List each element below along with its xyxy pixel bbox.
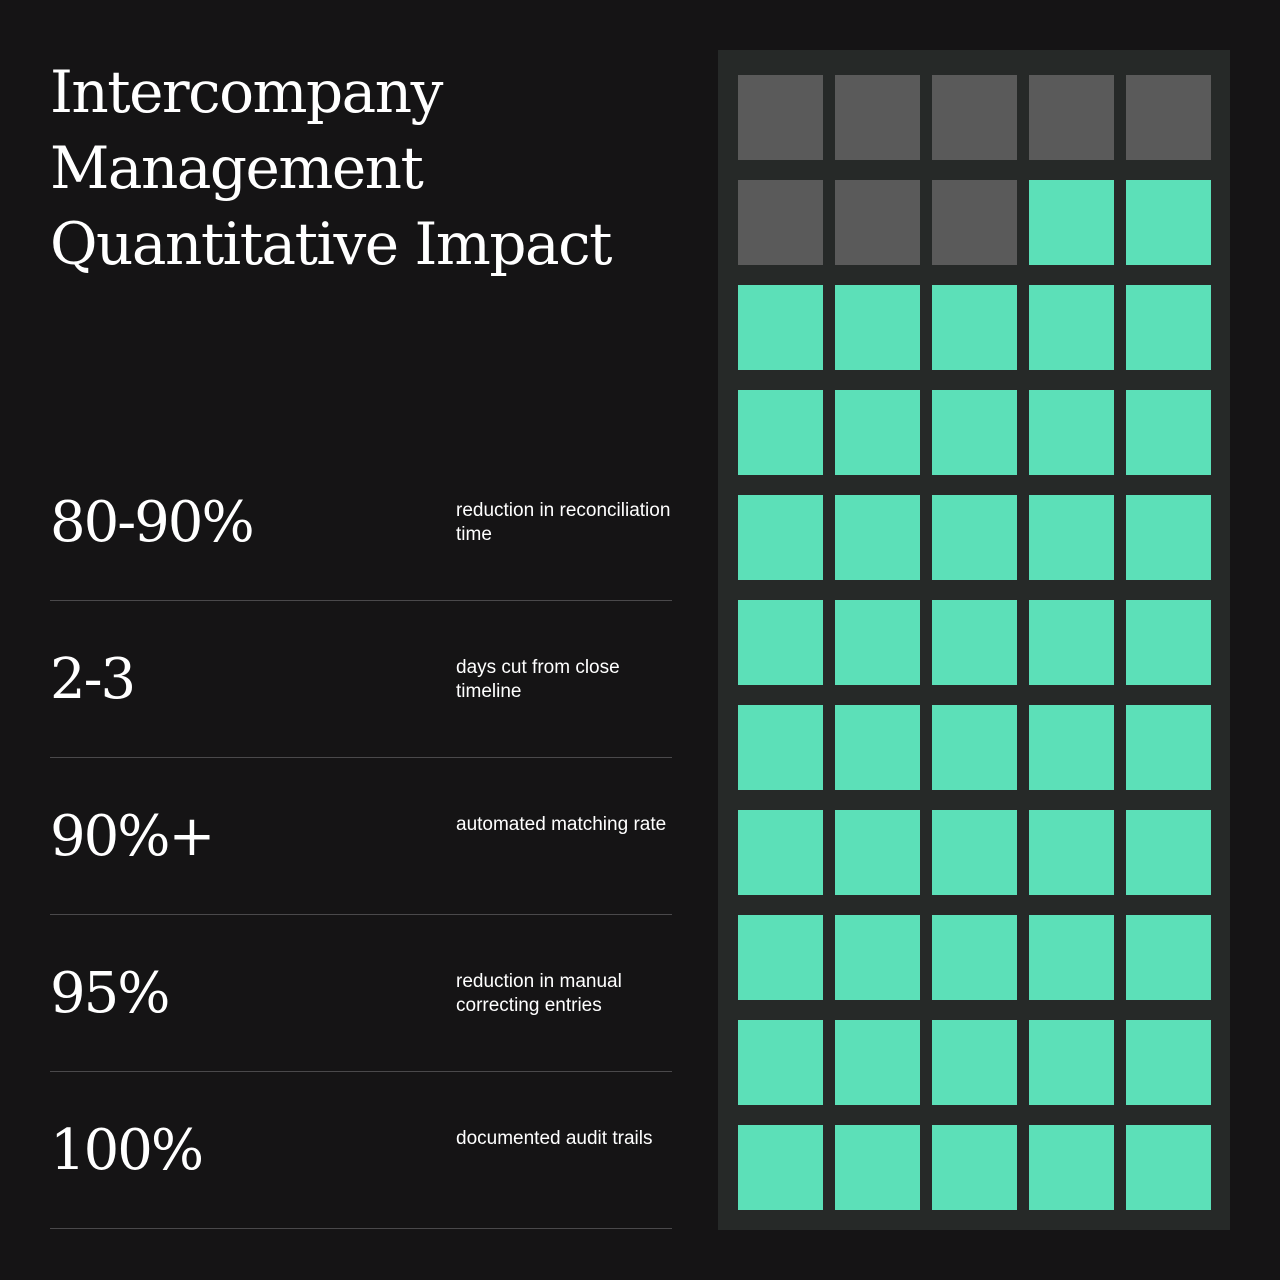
waffle-cell-base bbox=[835, 180, 920, 265]
title-line-2: Management bbox=[50, 134, 424, 202]
waffle-cell-highlighted bbox=[1126, 285, 1211, 370]
stat-description: days cut from close timeline bbox=[456, 657, 620, 702]
waffle-cell-highlighted bbox=[932, 1125, 1017, 1210]
title-line-3: Quantitative Impact bbox=[50, 210, 612, 278]
stat-value: 90%+ bbox=[50, 804, 215, 869]
waffle-cell-highlighted bbox=[835, 915, 920, 1000]
stat-row: 100% documented audit trails bbox=[50, 1072, 672, 1229]
stat-description: documented audit trails bbox=[456, 1128, 653, 1149]
waffle-cell-base bbox=[1126, 75, 1211, 160]
waffle-cell-base bbox=[1029, 75, 1114, 160]
waffle-cell-highlighted bbox=[932, 810, 1017, 895]
waffle-cell-base bbox=[932, 180, 1017, 265]
waffle-cell-highlighted bbox=[1029, 705, 1114, 790]
stat-row: 95% reduction in manual correcting entri… bbox=[50, 915, 672, 1072]
stat-row: 80-90% reduction in reconciliation time bbox=[50, 444, 672, 601]
waffle-cell-highlighted bbox=[1029, 1125, 1114, 1210]
waffle-cell-base bbox=[738, 180, 823, 265]
waffle-cell-highlighted bbox=[1029, 810, 1114, 895]
waffle-cell-base bbox=[835, 75, 920, 160]
stat-row: 90%+ automated matching rate bbox=[50, 758, 672, 915]
waffle-cell-highlighted bbox=[738, 1020, 823, 1105]
page-title: Intercompany Management Quantitative Imp… bbox=[50, 54, 690, 282]
title-line-1: Intercompany bbox=[50, 58, 443, 126]
waffle-cell-highlighted bbox=[835, 705, 920, 790]
stat-value: 100% bbox=[50, 1118, 204, 1183]
waffle-cell-highlighted bbox=[835, 1020, 920, 1105]
waffle-cell-highlighted bbox=[835, 810, 920, 895]
waffle-grid-panel bbox=[718, 50, 1230, 1230]
waffle-cell-highlighted bbox=[1126, 1020, 1211, 1105]
stat-row: 2-3 days cut from close timeline bbox=[50, 601, 672, 758]
waffle-cell-highlighted bbox=[932, 495, 1017, 580]
waffle-cell-highlighted bbox=[738, 390, 823, 475]
waffle-cell-highlighted bbox=[1029, 915, 1114, 1000]
waffle-cell-highlighted bbox=[1126, 390, 1211, 475]
waffle-cell-highlighted bbox=[1029, 1020, 1114, 1105]
waffle-cell-highlighted bbox=[738, 810, 823, 895]
waffle-cell-highlighted bbox=[932, 915, 1017, 1000]
waffle-grid bbox=[738, 75, 1211, 1210]
stat-description: reduction in manual correcting entries bbox=[456, 971, 622, 1016]
waffle-cell-highlighted bbox=[835, 1125, 920, 1210]
stat-value: 80-90% bbox=[50, 490, 255, 555]
waffle-cell-highlighted bbox=[1126, 705, 1211, 790]
waffle-cell-highlighted bbox=[932, 705, 1017, 790]
waffle-cell-highlighted bbox=[932, 1020, 1017, 1105]
waffle-cell-highlighted bbox=[1029, 285, 1114, 370]
waffle-cell-highlighted bbox=[738, 600, 823, 685]
waffle-cell-highlighted bbox=[835, 495, 920, 580]
waffle-cell-highlighted bbox=[738, 705, 823, 790]
waffle-cell-highlighted bbox=[932, 600, 1017, 685]
waffle-cell-base bbox=[738, 75, 823, 160]
waffle-cell-highlighted bbox=[835, 600, 920, 685]
waffle-cell-highlighted bbox=[738, 495, 823, 580]
waffle-cell-highlighted bbox=[1126, 495, 1211, 580]
waffle-cell-highlighted bbox=[738, 285, 823, 370]
waffle-cell-highlighted bbox=[1126, 810, 1211, 895]
waffle-cell-highlighted bbox=[1126, 1125, 1211, 1210]
waffle-cell-highlighted bbox=[738, 1125, 823, 1210]
stat-value: 95% bbox=[50, 961, 170, 1026]
waffle-cell-highlighted bbox=[1029, 495, 1114, 580]
stat-value: 2-3 bbox=[50, 647, 136, 712]
stats-list: 80-90% reduction in reconciliation time … bbox=[50, 444, 672, 1229]
waffle-cell-highlighted bbox=[835, 285, 920, 370]
waffle-cell-highlighted bbox=[738, 915, 823, 1000]
waffle-cell-highlighted bbox=[1126, 180, 1211, 265]
stat-description: reduction in reconciliation time bbox=[456, 500, 671, 545]
waffle-cell-highlighted bbox=[932, 285, 1017, 370]
waffle-cell-highlighted bbox=[932, 390, 1017, 475]
waffle-cell-base bbox=[932, 75, 1017, 160]
waffle-cell-highlighted bbox=[1126, 600, 1211, 685]
stat-description: automated matching rate bbox=[456, 814, 667, 835]
waffle-cell-highlighted bbox=[1126, 915, 1211, 1000]
waffle-cell-highlighted bbox=[1029, 390, 1114, 475]
waffle-cell-highlighted bbox=[835, 390, 920, 475]
waffle-cell-highlighted bbox=[1029, 600, 1114, 685]
waffle-cell-highlighted bbox=[1029, 180, 1114, 265]
